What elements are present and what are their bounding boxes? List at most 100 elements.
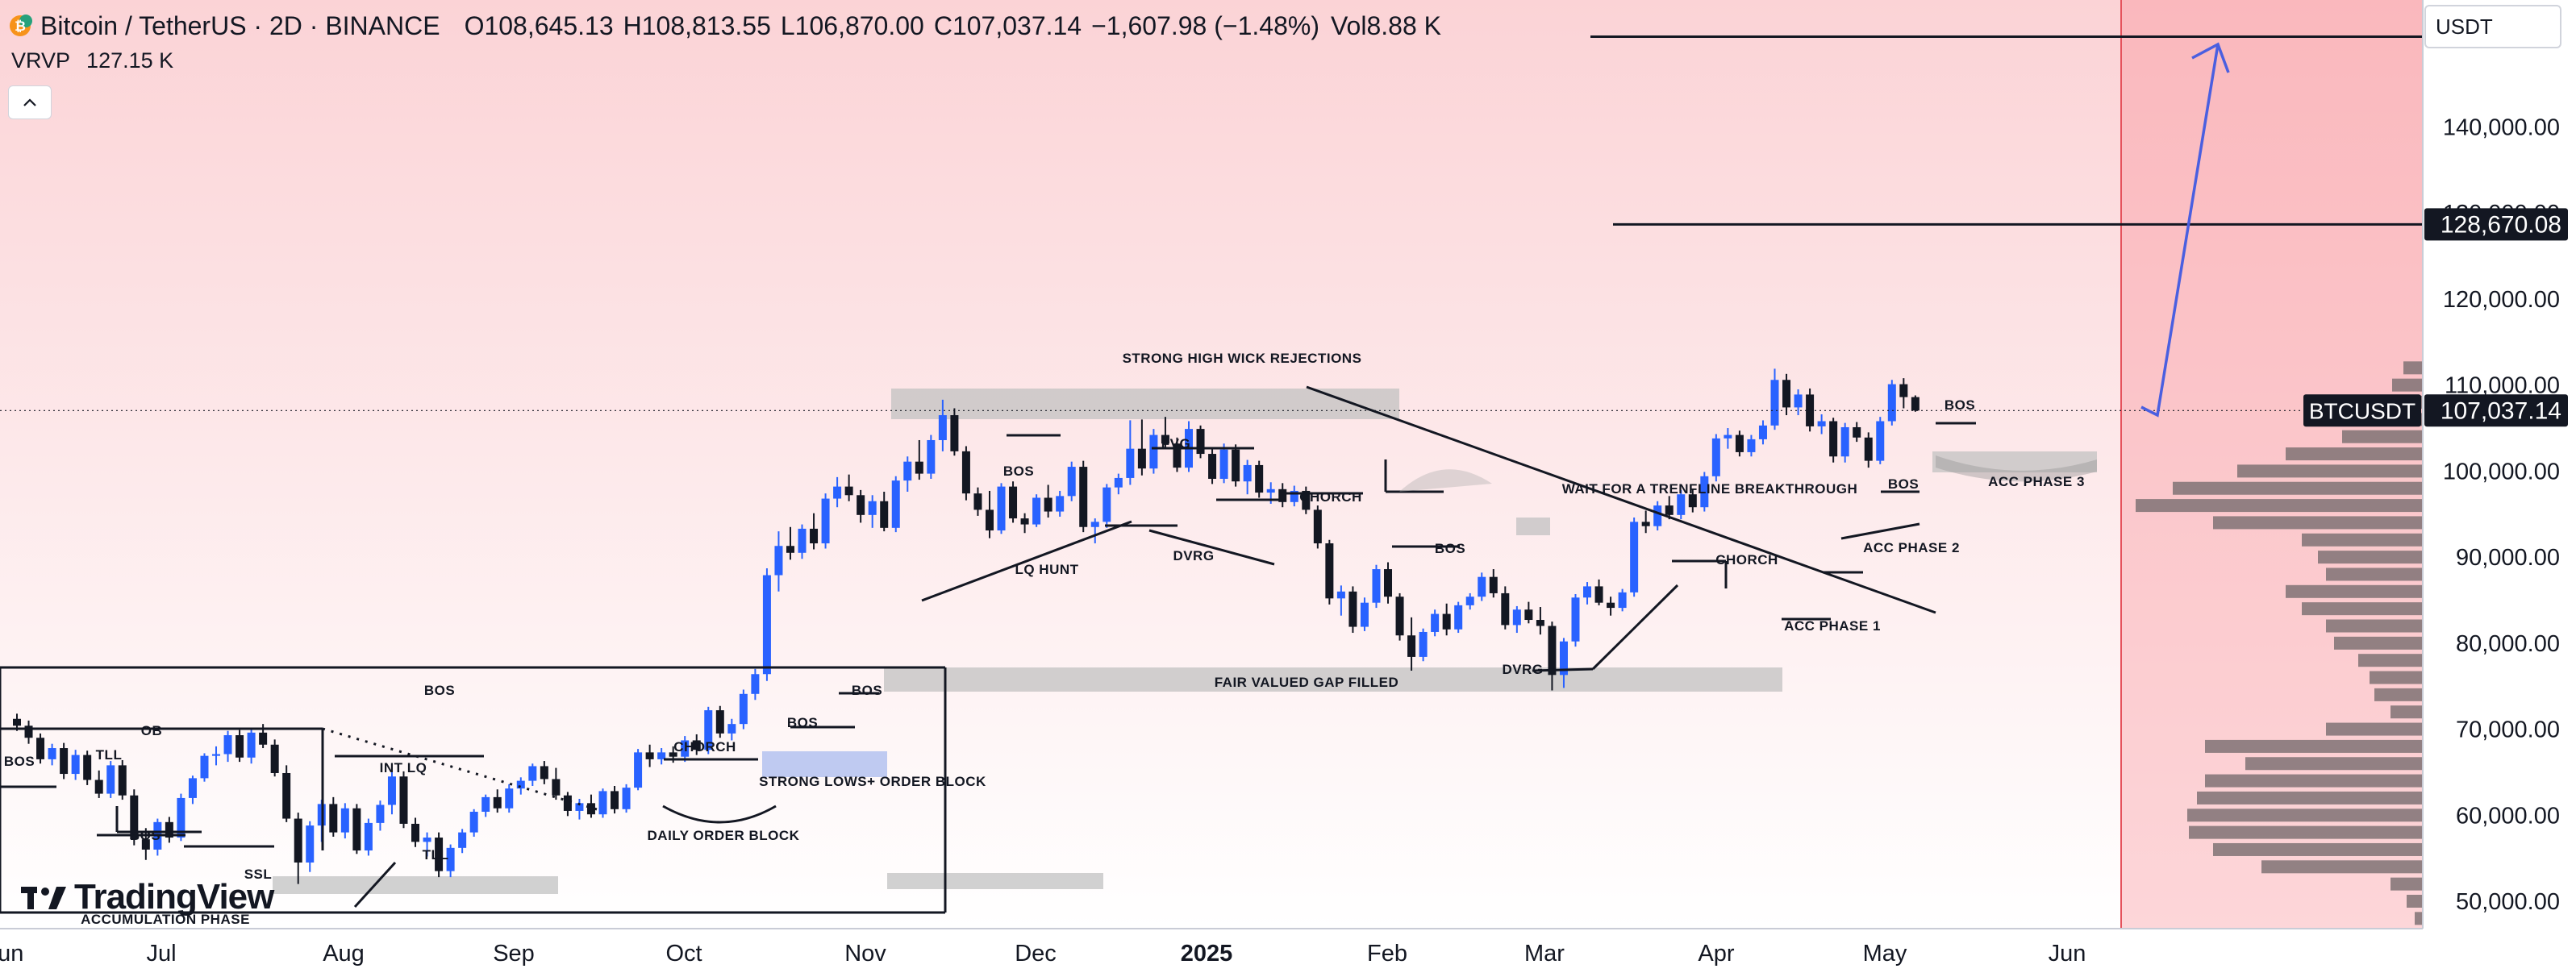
price-tags: 128,670.08 BTCUSDT 107,037.14 [2303, 208, 2568, 427]
volume-profile-bar [2391, 705, 2423, 719]
candle-body [540, 766, 548, 780]
candle-body [1489, 576, 1498, 593]
trend-line [1306, 385, 1936, 614]
candle-body [915, 461, 923, 474]
chart-annotation: ACC PHASE 3 [1988, 474, 2085, 489]
candle-body [282, 772, 291, 819]
candle-body [1524, 609, 1533, 621]
open-value: 108,645.13 [484, 10, 614, 40]
low-key: L [780, 10, 795, 40]
chart-annotation: STRONG HIGH WICK REJECTIONS [1123, 351, 1362, 366]
candle-body [1735, 434, 1744, 452]
candle-body [60, 748, 69, 775]
volume-profile-bar [2302, 602, 2423, 616]
time-axis[interactable]: Jun Jul Aug Sep Oct Nov Dec 2025 Feb Mar Apr May Jun [0, 941, 2086, 967]
candle-body [1114, 477, 1123, 488]
price-axis-tick-label: 90,000.00 [2456, 545, 2560, 571]
candle-body [1840, 426, 1849, 457]
trend-line [1532, 667, 1594, 672]
symbol-tag-text: BTCUSDT [2309, 398, 2416, 423]
candle-body [223, 735, 232, 755]
candle-body [528, 766, 537, 781]
candle-body [868, 501, 877, 515]
candle-body [1770, 380, 1779, 426]
chart-annotation: CHORCH [673, 739, 736, 755]
candle-body [458, 832, 467, 848]
collapse-legend-button[interactable] [8, 85, 52, 119]
time-axis-tick-label: Jul [146, 941, 176, 967]
candle-body [821, 498, 830, 544]
chart-annotation: ACC PHASE 2 [1863, 540, 1960, 555]
candle-body [1056, 496, 1065, 512]
zone-box [1516, 518, 1550, 535]
symbol-title[interactable]: Bitcoin / TetherUS · 2D · BINANCE [40, 10, 440, 40]
candle-body [598, 791, 607, 815]
candle-body [13, 718, 21, 726]
close-value: 107,037.14 [952, 10, 1082, 40]
candle-body [165, 821, 173, 838]
candle-body [1700, 476, 1709, 508]
vrvp-indicator-legend[interactable]: VRVP 127.15 K [11, 48, 173, 73]
candle-body [1454, 605, 1463, 630]
currency-selector[interactable]: USDT [2424, 5, 2561, 48]
candle-body [306, 825, 315, 863]
chart-annotation: SSL [244, 867, 273, 882]
chart-annotation: TLL [96, 747, 123, 763]
candle-body [270, 744, 279, 773]
candle-body [1044, 497, 1052, 512]
level-price-tag-text: 128,670.08 [2441, 211, 2561, 238]
candle-body [973, 493, 982, 510]
candle-body [1911, 397, 1919, 411]
chart-annotation: BOS [852, 683, 882, 698]
candle-body [294, 818, 302, 863]
zone-box [887, 873, 1103, 889]
candle-body [1559, 641, 1568, 676]
candle-body [704, 710, 713, 750]
volume-profile-bar [2326, 619, 2423, 633]
time-axis-tick-label: May [1863, 941, 1907, 967]
chart-annotation: CHORCH [1715, 552, 1778, 567]
candle-body [1137, 448, 1146, 469]
watermark-text: TradingView [74, 877, 274, 917]
chart-annotation: BOS [130, 828, 160, 843]
chart-annotation: FVG [1161, 436, 1190, 451]
candle-body [446, 847, 455, 871]
volume-profile [2136, 361, 2423, 925]
candle-body [1665, 505, 1674, 515]
time-axis-tick-label: Apr [1698, 941, 1734, 967]
candle-body [857, 495, 865, 515]
candle-body [423, 838, 431, 842]
volume-profile-bar [2374, 688, 2423, 701]
zones [273, 389, 2097, 894]
candle-body [1266, 488, 1275, 493]
open-key: O [464, 10, 485, 40]
annotations: OB BOS TLL BOS BOS SSL INT LQ TLL ACCUMULATION P… [4, 351, 2085, 927]
candle-body [1126, 448, 1135, 478]
change-value: −1,607.98 (−1.48%) [1091, 10, 1319, 40]
time-axis-tick-label: Jun [0, 941, 23, 967]
candle-body [634, 752, 643, 788]
candle-body [1630, 522, 1639, 592]
candle-body [1395, 597, 1404, 636]
price-axis-tick-label: 60,000.00 [2456, 803, 2560, 829]
candle-body [1090, 522, 1099, 527]
volume-profile-bar [2136, 499, 2423, 513]
candle-body [1607, 602, 1615, 609]
chart-annotation: DAILY ORDER BLOCK [648, 828, 800, 843]
candle-body [177, 797, 185, 838]
vrvp-label: VRVP [11, 48, 71, 73]
candle-body [681, 740, 690, 757]
high-key: H [623, 10, 642, 40]
candle-body [106, 765, 115, 794]
time-axis-tick-label: Feb [1367, 941, 1407, 967]
candle-body [997, 486, 1006, 531]
candle-body [1419, 631, 1428, 657]
candle-body [645, 752, 654, 759]
currency-label: USDT [2436, 14, 2493, 39]
volume-profile-bar [2205, 774, 2423, 788]
trend-line [1840, 522, 1920, 540]
candle-body [411, 823, 420, 842]
candle-body [1020, 518, 1029, 525]
candle-body [1677, 494, 1686, 515]
